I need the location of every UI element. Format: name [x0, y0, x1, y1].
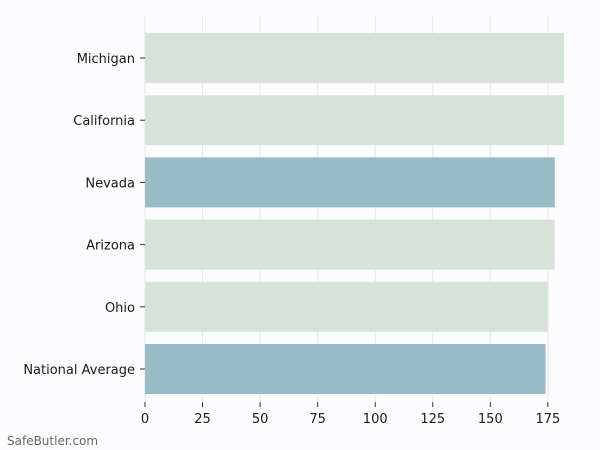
x-axis: 0 25 50 75 100 125 150 175 [141, 402, 560, 427]
bars [145, 33, 564, 394]
x-tick-label: 0 [141, 412, 149, 427]
x-tick-label: 150 [478, 412, 503, 427]
x-tick-label: 100 [363, 412, 388, 427]
x-tick-label: 125 [420, 412, 445, 427]
y-tick-label: Nevada [85, 176, 135, 191]
bar-arizona [145, 219, 555, 270]
bar-california [145, 95, 564, 146]
y-tick-label: California [73, 114, 135, 129]
y-axis: Michigan California Nevada Arizona Ohio Natio… [23, 52, 145, 378]
bar-ohio [145, 281, 548, 332]
x-tick-label: 75 [309, 412, 326, 427]
y-tick-label: National Average [23, 363, 135, 378]
bar-nevada [145, 157, 555, 208]
bar-michigan [145, 33, 564, 83]
x-tick-label: 175 [535, 412, 560, 427]
watermark: SafeButler.com [7, 434, 99, 448]
y-tick-label: Ohio [105, 301, 135, 316]
x-tick-label: 50 [252, 412, 269, 427]
bar-national-average [145, 344, 546, 394]
y-tick-label: Arizona [86, 239, 135, 254]
x-tick-label: 25 [194, 412, 211, 427]
y-tick-label: Michigan [77, 52, 135, 67]
